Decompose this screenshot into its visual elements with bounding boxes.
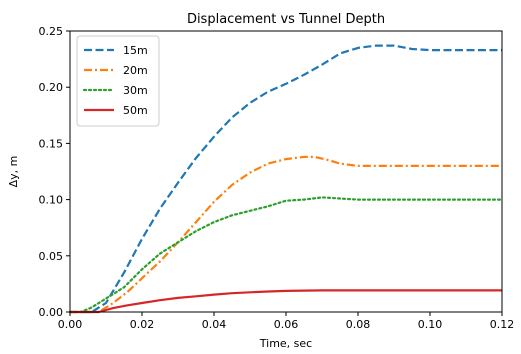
- series-layer: [68, 44, 504, 314]
- x-axis-title: Time, sec: [259, 337, 312, 350]
- legend-label: 15m: [123, 44, 148, 57]
- y-axis: 0.00 0.05 0.10 0.15 0.20 0.25: [39, 25, 70, 319]
- x-tick-label: 0.08: [346, 318, 371, 331]
- series-line-20m: [70, 155, 502, 314]
- x-tick-label: 0.12: [490, 318, 515, 331]
- y-tick-label: 0.05: [39, 250, 64, 263]
- y-axis-title: Δy, m: [7, 156, 20, 188]
- series-line-30m: [68, 196, 504, 314]
- y-tick-label: 0.10: [39, 194, 64, 207]
- series-line-50m: [70, 289, 502, 314]
- x-tick-label: 0.04: [202, 318, 227, 331]
- legend: 15m 20m 30m 50m: [76, 35, 160, 127]
- legend-label: 50m: [123, 104, 148, 117]
- x-tick-label: 0.02: [130, 318, 155, 331]
- x-tick-label: 0.06: [274, 318, 299, 331]
- y-tick-label: 0.15: [39, 137, 64, 150]
- x-axis: 0.00 0.02 0.04 0.06 0.08 0.10 0.12: [58, 312, 515, 331]
- x-tick-label: 0.00: [58, 318, 83, 331]
- series-line-15m: [70, 44, 502, 314]
- x-tick-label: 0.10: [418, 318, 443, 331]
- legend-label: 20m: [123, 64, 148, 77]
- legend-box: [76, 35, 160, 127]
- y-tick-label: 0.00: [39, 306, 64, 319]
- y-tick-label: 0.25: [39, 25, 64, 38]
- legend-label: 30m: [123, 84, 148, 97]
- y-tick-label: 0.20: [39, 81, 64, 94]
- chart-title: Displacement vs Tunnel Depth: [187, 12, 385, 27]
